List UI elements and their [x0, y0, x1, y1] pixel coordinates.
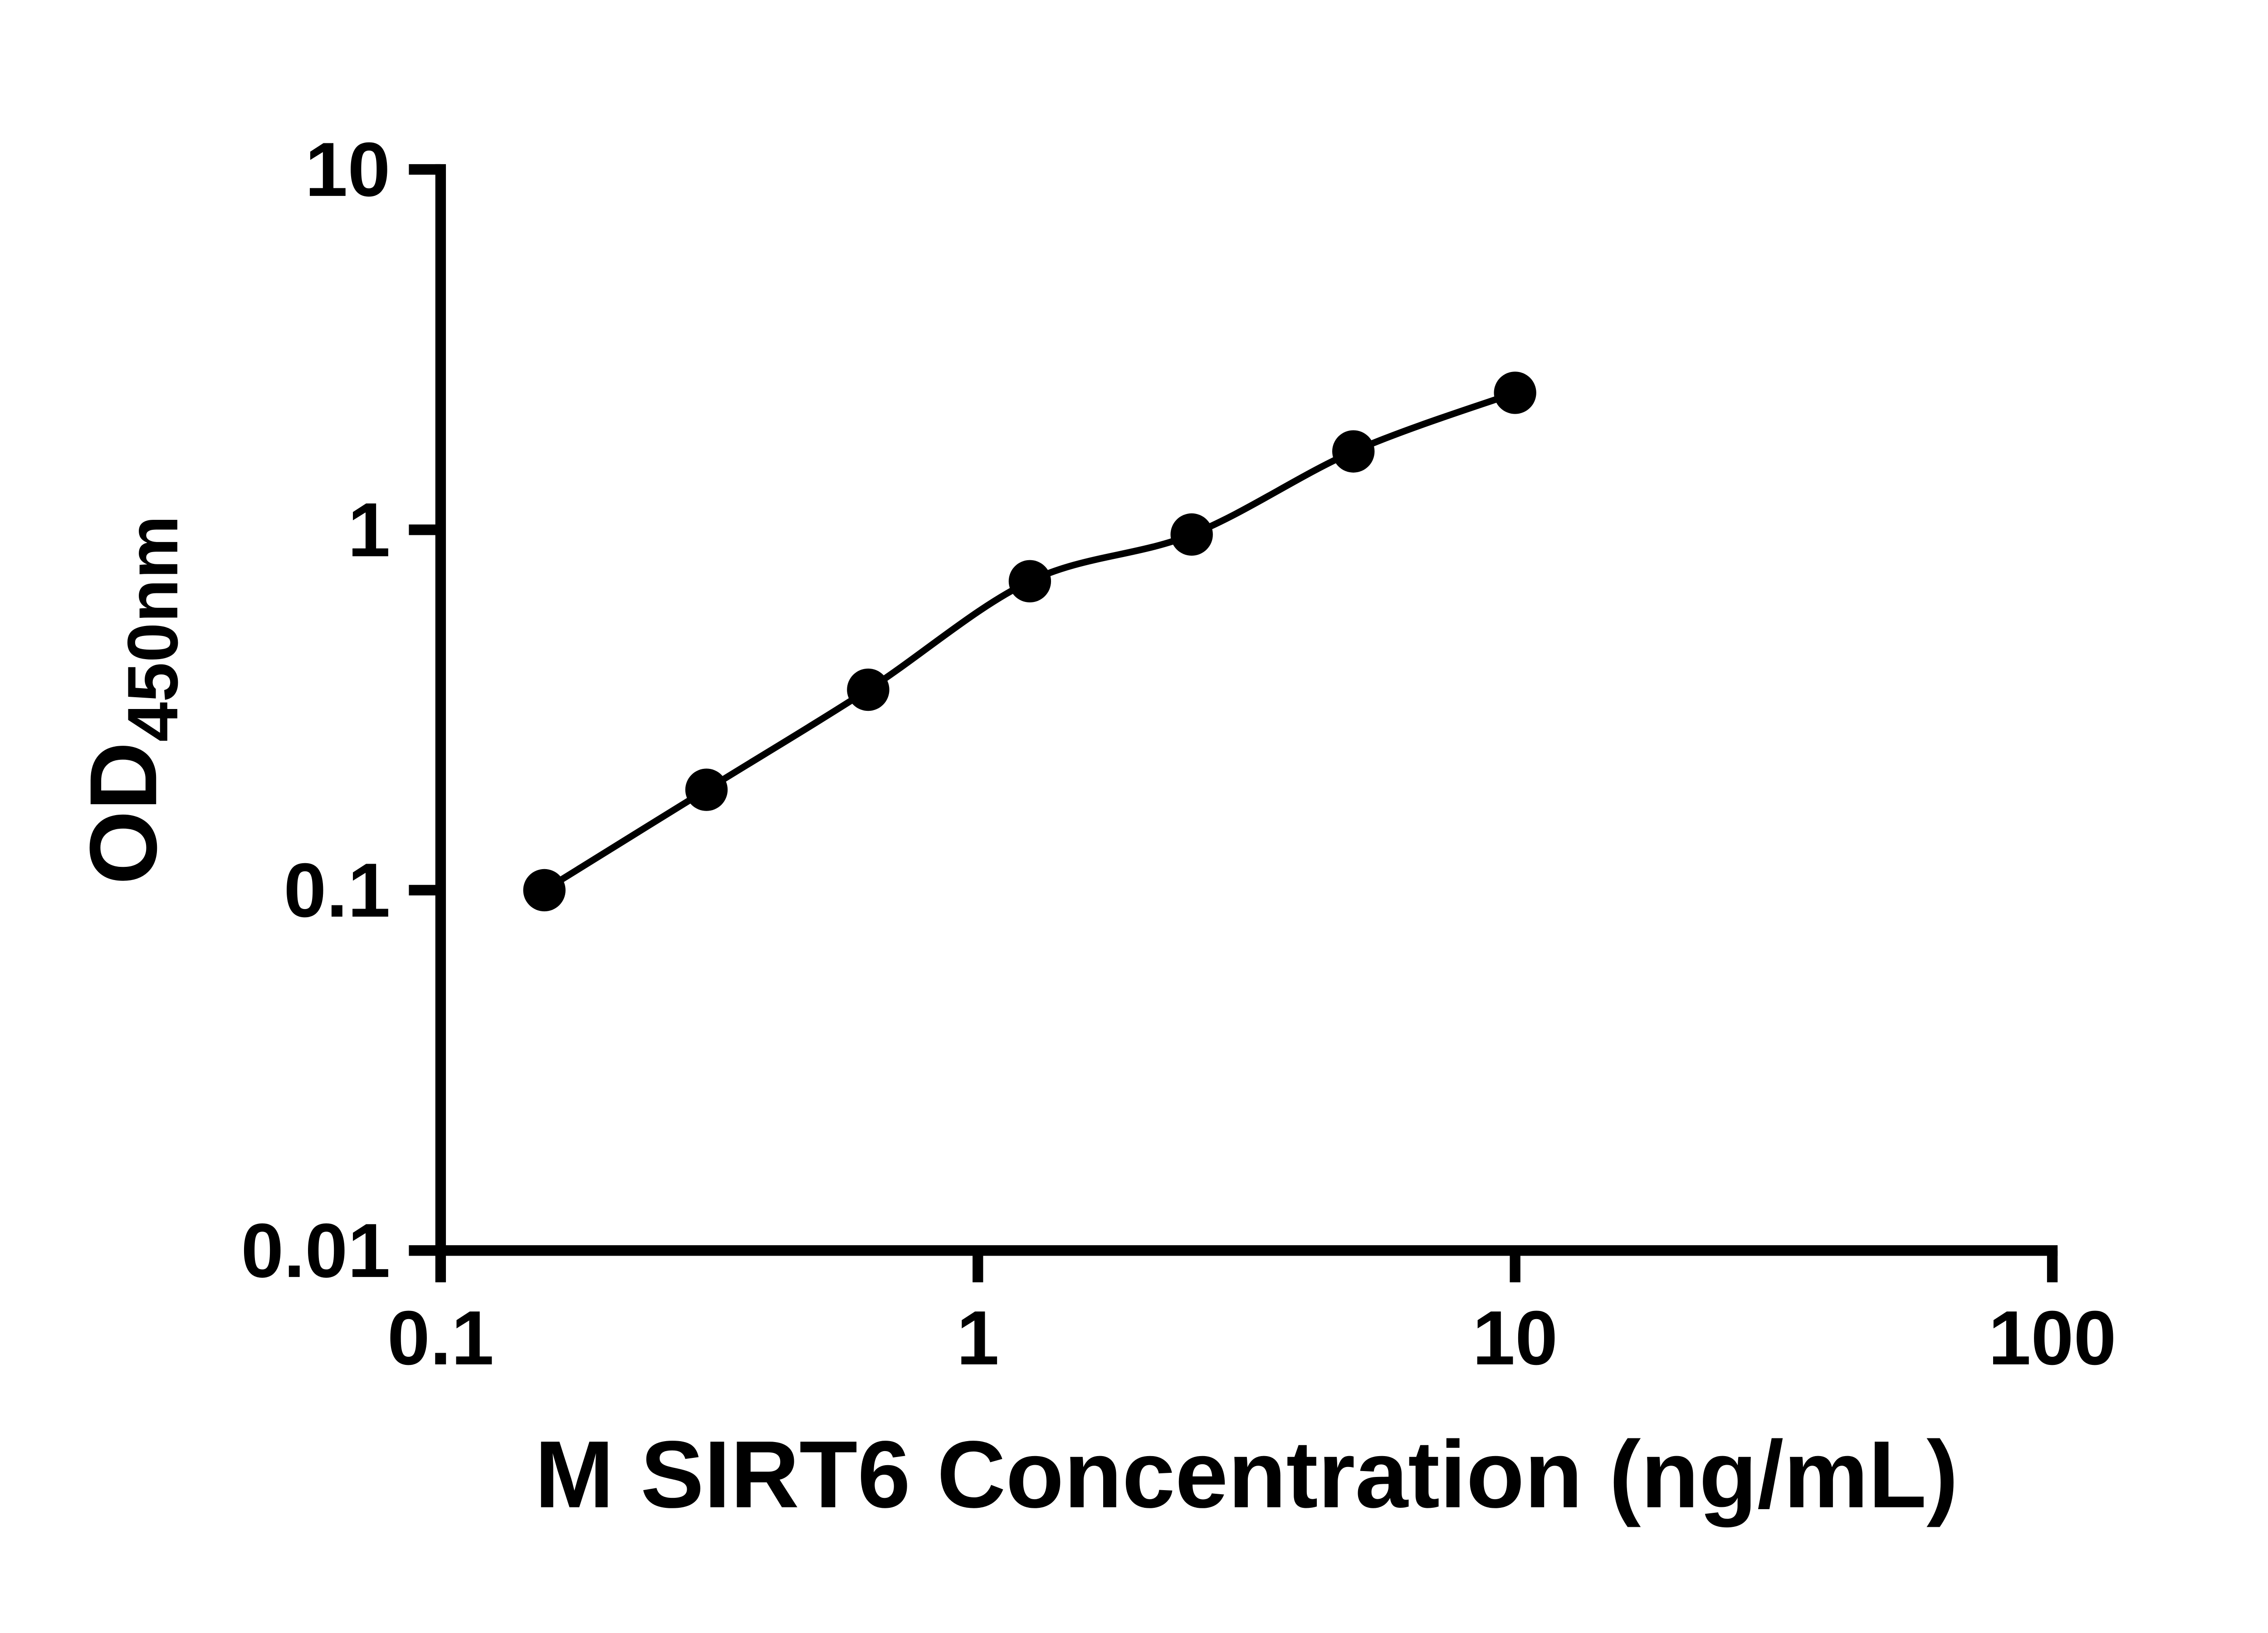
data-point	[1008, 560, 1051, 603]
x-tick-label: 1	[957, 1295, 999, 1381]
x-tick-label: 0.1	[387, 1295, 494, 1381]
x-tick-label: 100	[1988, 1295, 2116, 1381]
data-point	[523, 869, 566, 912]
data-point	[847, 668, 890, 711]
data-point	[685, 768, 728, 811]
y-tick-label: 1	[347, 487, 390, 572]
y-axis-title: OD450nm	[70, 515, 193, 885]
y-tick-label: 0.01	[241, 1208, 390, 1293]
data-point	[1332, 430, 1375, 473]
x-tick-label: 10	[1472, 1295, 1558, 1381]
y-axis-title-subscript: 450nm	[113, 515, 193, 742]
fit-curve	[543, 390, 1516, 893]
data-point	[1494, 372, 1536, 414]
y-axis-title-main: OD	[70, 742, 176, 885]
data-point	[1170, 513, 1213, 556]
x-axis-title: M SIRT6 Concentration (ng/mL)	[535, 1421, 1958, 1528]
y-tick-label: 10	[305, 127, 390, 212]
data-series-layer	[523, 372, 1536, 912]
y-tick-label: 0.1	[284, 847, 390, 933]
